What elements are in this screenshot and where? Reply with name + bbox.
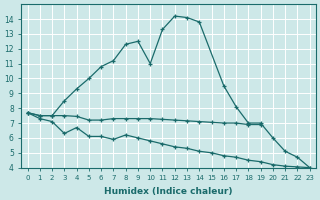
X-axis label: Humidex (Indice chaleur): Humidex (Indice chaleur) [104,187,233,196]
